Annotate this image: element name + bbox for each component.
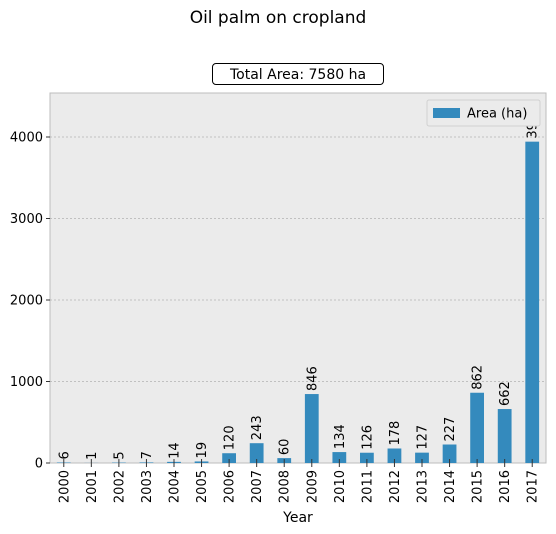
bar: [360, 452, 374, 463]
data-label: 227: [443, 417, 458, 442]
bar: [415, 452, 429, 463]
data-label: 120: [223, 425, 238, 450]
x-tick-label: 2010: [333, 470, 348, 503]
data-label: 662: [498, 381, 513, 406]
data-label: 14: [168, 442, 183, 459]
bar: [525, 141, 540, 464]
x-tick-label: 2004: [168, 470, 183, 503]
bar: [332, 452, 347, 463]
data-label: 846: [305, 366, 320, 391]
x-tick-label: 2012: [388, 470, 403, 503]
data-label: 243: [250, 415, 265, 440]
y-tick-label: 4000: [10, 131, 43, 146]
x-tick-label: 2009: [305, 470, 320, 503]
x-tick-label: 2014: [443, 470, 458, 503]
data-label: 127: [416, 425, 431, 450]
data-label: 1: [85, 452, 100, 460]
data-label: 7: [140, 451, 155, 459]
bar: [387, 448, 402, 463]
x-tick-label: 2007: [250, 470, 265, 503]
data-label: 134: [333, 424, 348, 449]
data-label: 19: [195, 442, 210, 459]
y-tick-label: 3000: [10, 212, 43, 227]
data-label: 5: [112, 451, 127, 459]
x-tick-label: 2005: [195, 470, 210, 503]
data-label: 60: [278, 439, 293, 456]
x-tick-label: 2008: [278, 470, 293, 503]
data-label: 178: [388, 421, 403, 446]
legend-box: [426, 99, 541, 127]
bar: [442, 444, 457, 463]
legend-label: Area (ha): [467, 107, 527, 122]
y-tick-label: 1000: [10, 375, 43, 390]
chart-suptitle: Oil palm on cropland: [189, 8, 367, 28]
bar: [222, 453, 236, 463]
x-tick-label: 2006: [223, 470, 238, 503]
x-tick-label: 2011: [360, 470, 375, 503]
data-label: 6: [57, 451, 72, 459]
data-label: 862: [471, 365, 486, 390]
x-tick-label: 2013: [416, 470, 431, 503]
data-label: 126: [360, 425, 375, 450]
x-axis-label: Year: [282, 510, 313, 526]
y-tick-label: 0: [35, 457, 43, 472]
bar: [497, 409, 512, 463]
bar: [304, 394, 319, 463]
x-tick-label: 2002: [112, 470, 127, 503]
legend-swatch: [433, 108, 460, 118]
x-tick-label: 2003: [140, 470, 155, 503]
x-tick-label: 2001: [85, 470, 100, 503]
bar: [470, 392, 484, 463]
x-tick-label: 2017: [526, 470, 541, 503]
plot-area: [49, 92, 547, 464]
x-tick-label: 2000: [57, 470, 72, 503]
x-tick-label: 2015: [471, 470, 486, 503]
y-tick-label: 2000: [10, 294, 43, 309]
chart-title-box: Total Area: 7580 ha: [212, 63, 384, 85]
bar: [249, 443, 264, 463]
x-tick-label: 2016: [498, 470, 513, 503]
